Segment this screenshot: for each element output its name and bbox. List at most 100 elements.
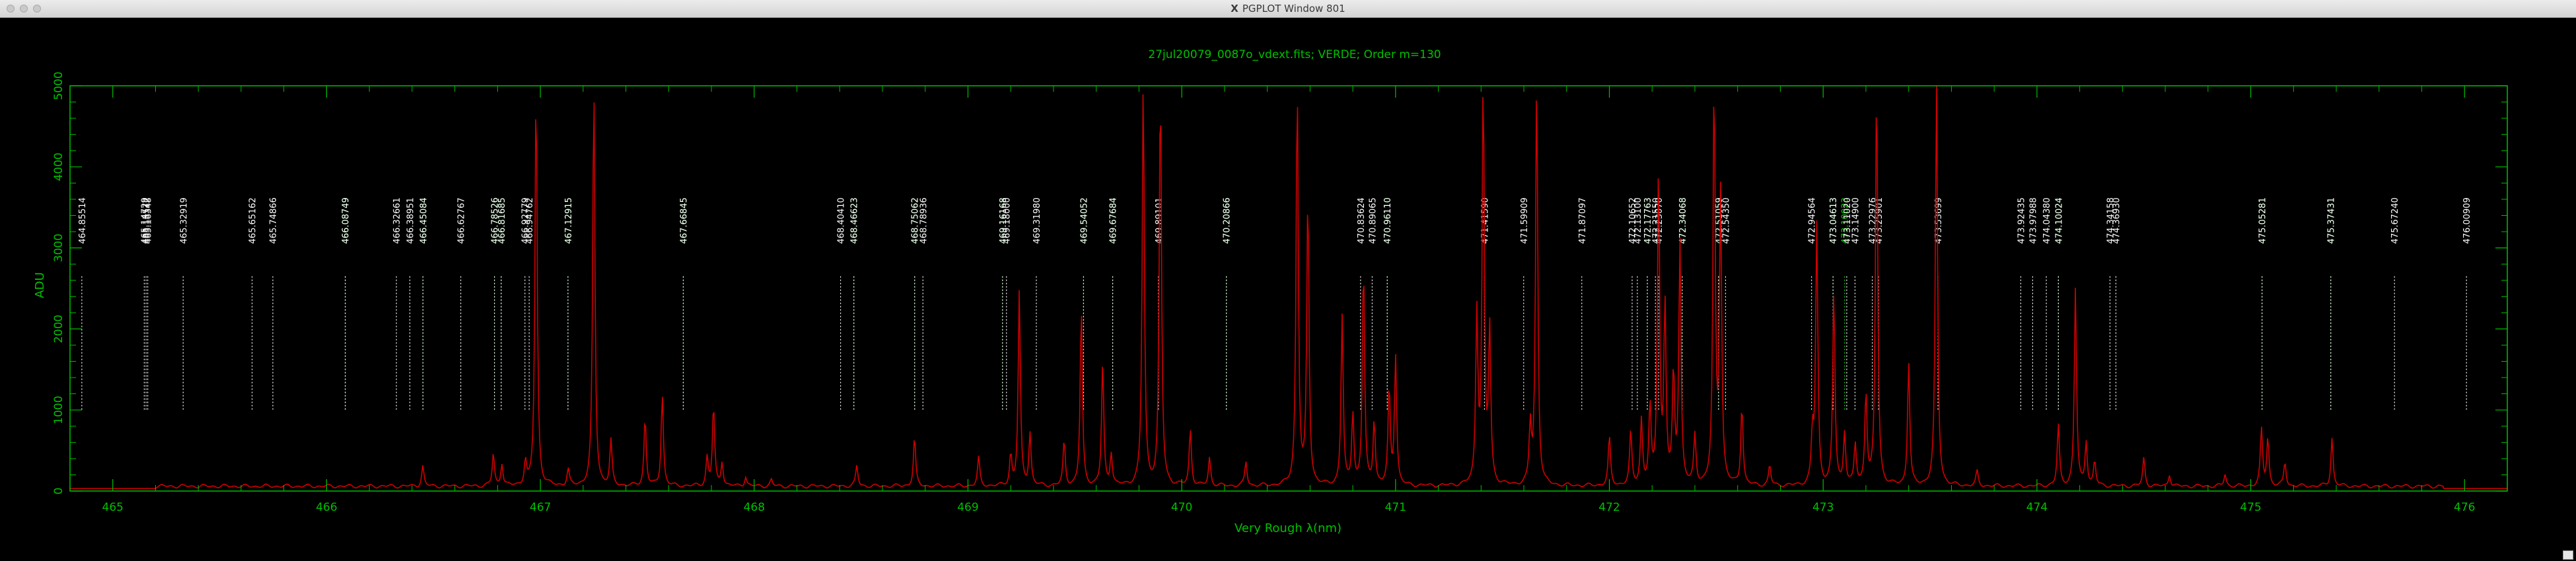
x-tick-label: 472 bbox=[1598, 501, 1620, 514]
green-ref-label: 467.66845 bbox=[679, 197, 689, 244]
x-tick-label: 473 bbox=[1812, 501, 1834, 514]
white-ref-label: 472.54350 bbox=[1721, 197, 1731, 244]
white-ref-label: 465.32919 bbox=[179, 197, 189, 244]
white-ref-label: 476.00909 bbox=[2462, 197, 2472, 244]
white-ref-label: 474.36930 bbox=[2112, 197, 2122, 244]
white-ref-label: 474.10024 bbox=[2054, 197, 2064, 244]
white-ref-label: 472.34068 bbox=[1678, 197, 1688, 244]
window-title: X PGPLOT Window 801 bbox=[0, 3, 2576, 15]
white-ref-label: 468.75062 bbox=[911, 197, 921, 244]
white-ref-label: 468.46623 bbox=[850, 197, 860, 244]
white-ref-label: 470.20866 bbox=[1223, 197, 1233, 244]
white-ref-label: 469.54052 bbox=[1079, 197, 1089, 244]
green-ref-label: 466.78526 bbox=[491, 197, 501, 244]
white-ref-label: 470.83624 bbox=[1357, 197, 1367, 244]
white-ref-label: 473.04613 bbox=[1829, 197, 1839, 244]
green-ref-label: 466.81685 bbox=[497, 197, 507, 244]
white-ref-label: 472.51059 bbox=[1715, 197, 1725, 244]
green-ref-label: 468.75062 bbox=[911, 197, 921, 244]
minimize-button[interactable] bbox=[20, 5, 28, 13]
white-ref-label: 466.62767 bbox=[457, 197, 467, 244]
white-ref-label: 465.65162 bbox=[248, 197, 258, 244]
green-ref-label: 469.67684 bbox=[1109, 197, 1119, 244]
green-ref-label: 472.17763 bbox=[1643, 197, 1653, 244]
white-ref-label: 472.23070 bbox=[1655, 197, 1664, 244]
white-ref-label: 470.96110 bbox=[1383, 197, 1393, 244]
white-ref-label: 474.04380 bbox=[2042, 197, 2052, 244]
white-ref-label: 465.15572 bbox=[142, 197, 152, 244]
white-ref-label: 465.16348 bbox=[144, 197, 154, 244]
y-tick-label: 4000 bbox=[52, 152, 65, 181]
white-ref-label: 466.45084 bbox=[419, 197, 429, 244]
x-tick-label: 467 bbox=[530, 501, 551, 514]
white-ref-label: 466.78526 bbox=[491, 197, 501, 244]
white-ref-label: 467.12915 bbox=[564, 197, 574, 244]
green-ref-label: 473.10023 bbox=[1841, 197, 1851, 244]
title-bar[interactable]: X PGPLOT Window 801 bbox=[0, 0, 2576, 18]
x-tick-label: 469 bbox=[957, 501, 978, 514]
x-tick-label: 470 bbox=[1171, 501, 1192, 514]
chart-title: 27jul20079_0087o_vdext.fits; VERDE; Orde… bbox=[1148, 48, 1441, 61]
plot-canvas: 27jul20079_0087o_vdext.fits; VERDE; Orde… bbox=[7, 20, 2569, 553]
resize-handle[interactable] bbox=[2563, 550, 2573, 560]
white-ref-label: 473.11020 bbox=[1843, 197, 1853, 244]
green-ref-label: 467.12915 bbox=[564, 197, 574, 244]
green-ref-label: 470.20866 bbox=[1223, 197, 1233, 244]
white-ref-label: 474.34158 bbox=[2106, 197, 2116, 244]
white-ref-label: 466.92779 bbox=[521, 197, 531, 244]
green-ref-label: 474.10024 bbox=[2054, 197, 2064, 244]
white-ref-label: 468.40410 bbox=[837, 197, 847, 244]
white-ref-label: 466.94762 bbox=[525, 197, 535, 244]
white-ref-label: 472.13100 bbox=[1633, 197, 1643, 244]
white-ref-label: 473.53699 bbox=[1934, 197, 1944, 244]
y-tick-label: 2000 bbox=[52, 315, 65, 343]
y-tick-label: 5000 bbox=[52, 71, 65, 100]
green-ref-label: 472.51059 bbox=[1715, 197, 1725, 244]
white-ref-label: 472.10652 bbox=[1628, 197, 1638, 244]
y-tick-label: 1000 bbox=[52, 396, 65, 424]
white-ref-label: 472.17763 bbox=[1643, 197, 1653, 244]
x-axis-label: Very Rough λ(nm) bbox=[1234, 521, 1342, 535]
green-ref-label: 469.54052 bbox=[1079, 197, 1089, 244]
white-ref-label: 475.05281 bbox=[2258, 197, 2268, 244]
white-ref-label: 470.89065 bbox=[1368, 197, 1378, 244]
white-ref-label: 468.78936 bbox=[919, 197, 929, 244]
y-axis-label: ADU bbox=[33, 272, 47, 298]
plot-frame bbox=[69, 85, 2508, 492]
white-ref-label: 469.31980 bbox=[1032, 197, 1042, 244]
white-ref-label: 464.85514 bbox=[78, 197, 88, 244]
white-ref-label: 473.92435 bbox=[2017, 197, 2026, 244]
window-title-text: PGPLOT Window 801 bbox=[1242, 3, 1345, 15]
white-ref-label: 466.38951 bbox=[406, 197, 415, 244]
y-tick-label: 0 bbox=[52, 488, 65, 495]
spectrum-line bbox=[70, 86, 2507, 490]
x-tick-label: 466 bbox=[316, 501, 337, 514]
x-tick-label: 476 bbox=[2454, 501, 2475, 514]
white-ref-label: 471.59909 bbox=[1520, 197, 1530, 244]
green-ref-label: 470.96110 bbox=[1383, 197, 1393, 244]
white-ref-label: 471.87097 bbox=[1578, 197, 1588, 244]
white-ref-label: 469.18000 bbox=[1003, 197, 1013, 244]
x-tick-label: 471 bbox=[1385, 501, 1406, 514]
close-button[interactable] bbox=[7, 5, 15, 13]
spectrum-plot: 27jul20079_0087o_vdext.fits; VERDE; Orde… bbox=[33, 48, 2508, 535]
green-ref-label: 466.08749 bbox=[341, 197, 351, 244]
white-ref-label: 466.32661 bbox=[392, 197, 402, 244]
white-ref-label: 466.81685 bbox=[497, 197, 507, 244]
white-ref-label: 469.67684 bbox=[1109, 197, 1119, 244]
green-ref-label: 475.37431 bbox=[2327, 197, 2337, 244]
zoom-button[interactable] bbox=[33, 5, 41, 13]
green-ref-label: 466.45084 bbox=[419, 197, 429, 244]
x-tick-label: 475 bbox=[2240, 501, 2261, 514]
green-ref-label: 469.16168 bbox=[999, 197, 1009, 244]
white-ref-label: 473.97988 bbox=[2028, 197, 2038, 244]
green-ref-label: 473.04613 bbox=[1829, 197, 1839, 244]
white-ref-label: 467.66845 bbox=[679, 197, 689, 244]
white-ref-label: 475.37431 bbox=[2327, 197, 2337, 244]
green-ref-label: 472.34068 bbox=[1678, 197, 1688, 244]
x-tick-label: 468 bbox=[744, 501, 765, 514]
white-ref-label: 471.41590 bbox=[1480, 197, 1490, 244]
x11-icon: X bbox=[1231, 3, 1238, 15]
